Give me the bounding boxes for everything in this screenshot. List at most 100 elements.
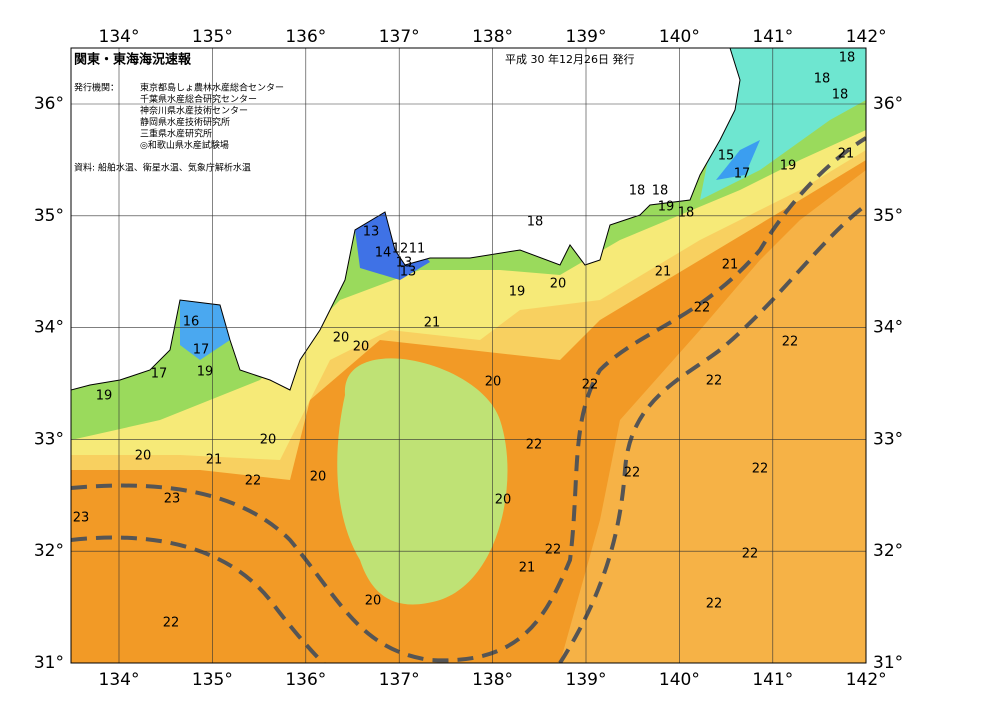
labels: 134° 135° 136° 137° 138° 139° 140° 141° 142° 134°… — [34, 27, 903, 690]
lat-label: 35° — [873, 206, 903, 226]
lon-label: 137° — [379, 27, 420, 47]
lat-label: 36° — [34, 94, 64, 114]
lon-label: 141° — [752, 27, 793, 47]
lon-label: 139° — [566, 670, 607, 690]
lon-label: 142° — [846, 670, 887, 690]
contour-label: 21 — [838, 147, 855, 162]
contour-label: 21 — [206, 453, 223, 468]
contour-label: 21 — [655, 265, 672, 280]
map-frame — [70, 47, 867, 664]
lon-label: 139° — [566, 27, 607, 47]
lat-label: 32° — [873, 541, 903, 561]
contour-label: 22 — [624, 466, 641, 481]
contour-label: 22 — [782, 335, 799, 350]
contour-label: 22 — [752, 462, 769, 477]
contour-label: 20 — [550, 277, 567, 292]
contour-label: 20 — [333, 331, 350, 346]
contour-label: 18 — [629, 184, 646, 199]
graticule — [71, 48, 866, 663]
contour-label: 15 — [718, 149, 735, 164]
bay-water — [716, 140, 760, 180]
contour-label: 23 — [73, 511, 90, 526]
lon-label: 138° — [472, 27, 513, 47]
contour-label: 22 — [245, 474, 262, 489]
contour-label: 21 — [424, 316, 441, 331]
lat-label: 32° — [34, 541, 64, 561]
agency: 三重県水産研究所 — [140, 128, 212, 140]
contour-label: 20 — [365, 594, 382, 609]
lon-label: 136° — [285, 27, 326, 47]
contour-label: 18 — [839, 51, 856, 66]
lon-label: 141° — [752, 670, 793, 690]
contour-label: 18 — [814, 72, 831, 87]
contour-label: 14 — [375, 246, 392, 261]
contour-label: 13 — [363, 225, 380, 240]
contour-label: 22 — [694, 301, 711, 316]
agency: 千葉県水産総合研究センター — [140, 93, 257, 105]
contour-label: 19 — [509, 285, 526, 300]
contour-label: 18 — [527, 215, 544, 230]
lat-label: 36° — [873, 94, 903, 114]
lon-label: 134° — [99, 670, 140, 690]
contour-label: 22 — [742, 547, 759, 562]
lon-label: 134° — [99, 27, 140, 47]
contour-label: 18 — [832, 88, 849, 103]
contour-label: 16 — [183, 315, 200, 330]
contour-label: 22 — [706, 597, 723, 612]
lat-label: 35° — [34, 206, 64, 226]
contour-label: 17 — [734, 167, 751, 182]
lon-label: 135° — [192, 670, 233, 690]
title: 関東・東海海況速報 — [74, 52, 192, 68]
lat-label: 33° — [873, 429, 903, 449]
land — [71, 48, 741, 391]
contour-label: 18 — [652, 184, 669, 199]
contour-label: 19 — [658, 200, 675, 215]
source: 資料: 船舶水温、衛星水温、気象庁解析水温 — [74, 162, 251, 174]
lon-label: 140° — [659, 670, 700, 690]
contour-label: 21 — [722, 258, 739, 273]
contour-label: 20 — [135, 449, 152, 464]
contour-label: 19 — [96, 389, 113, 404]
lon-label: 136° — [285, 670, 326, 690]
lon-label: 137° — [379, 670, 420, 690]
contour-label: 19 — [197, 365, 214, 380]
lon-label: 135° — [192, 27, 233, 47]
kuroshio-axis — [71, 136, 866, 663]
contour-label: 20 — [260, 433, 277, 448]
contour-label: 17 — [151, 367, 168, 382]
contour-label: 11 — [409, 242, 426, 257]
contour-label: 20 — [353, 340, 370, 355]
contour-label: 22 — [582, 378, 599, 393]
contour-label: 20 — [310, 470, 327, 485]
contour-label: 22 — [163, 616, 180, 631]
contour-label: 13 — [400, 265, 417, 280]
contour-label: 12 — [392, 242, 409, 257]
publisher-label: 発行機関： — [74, 82, 119, 94]
lat-label: 33° — [34, 429, 64, 449]
lat-label: 31° — [34, 653, 64, 673]
contour-label: 22 — [706, 374, 723, 389]
agency: ◎和歌山県水産試験場 — [140, 139, 229, 151]
agency: 東京都島しょ農林水産総合センター — [140, 82, 284, 94]
offshore-water — [560, 170, 866, 663]
contour-label: 13 — [396, 256, 413, 271]
contour-label: 20 — [485, 375, 502, 390]
contour-label: 22 — [526, 438, 543, 453]
agency: 静岡県水産技術研究所 — [140, 116, 230, 128]
lon-label: 140° — [659, 27, 700, 47]
contour-label: 22 — [545, 543, 562, 558]
contour-label: 19 — [780, 159, 797, 174]
contour-label: 23 — [164, 492, 181, 507]
cold-eddy — [337, 358, 508, 605]
lon-label: 138° — [472, 670, 513, 690]
contour-label: 20 — [495, 493, 512, 508]
contour-label: 21 — [519, 561, 536, 576]
lat-label: 34° — [34, 318, 64, 338]
contour-label: 18 — [678, 206, 695, 221]
map-body — [71, 48, 866, 663]
contour-label: 17 — [193, 343, 210, 358]
agency: 神奈川県水産技術センター — [140, 105, 248, 117]
lon-label: 142° — [846, 27, 887, 47]
lat-label: 34° — [873, 318, 903, 338]
